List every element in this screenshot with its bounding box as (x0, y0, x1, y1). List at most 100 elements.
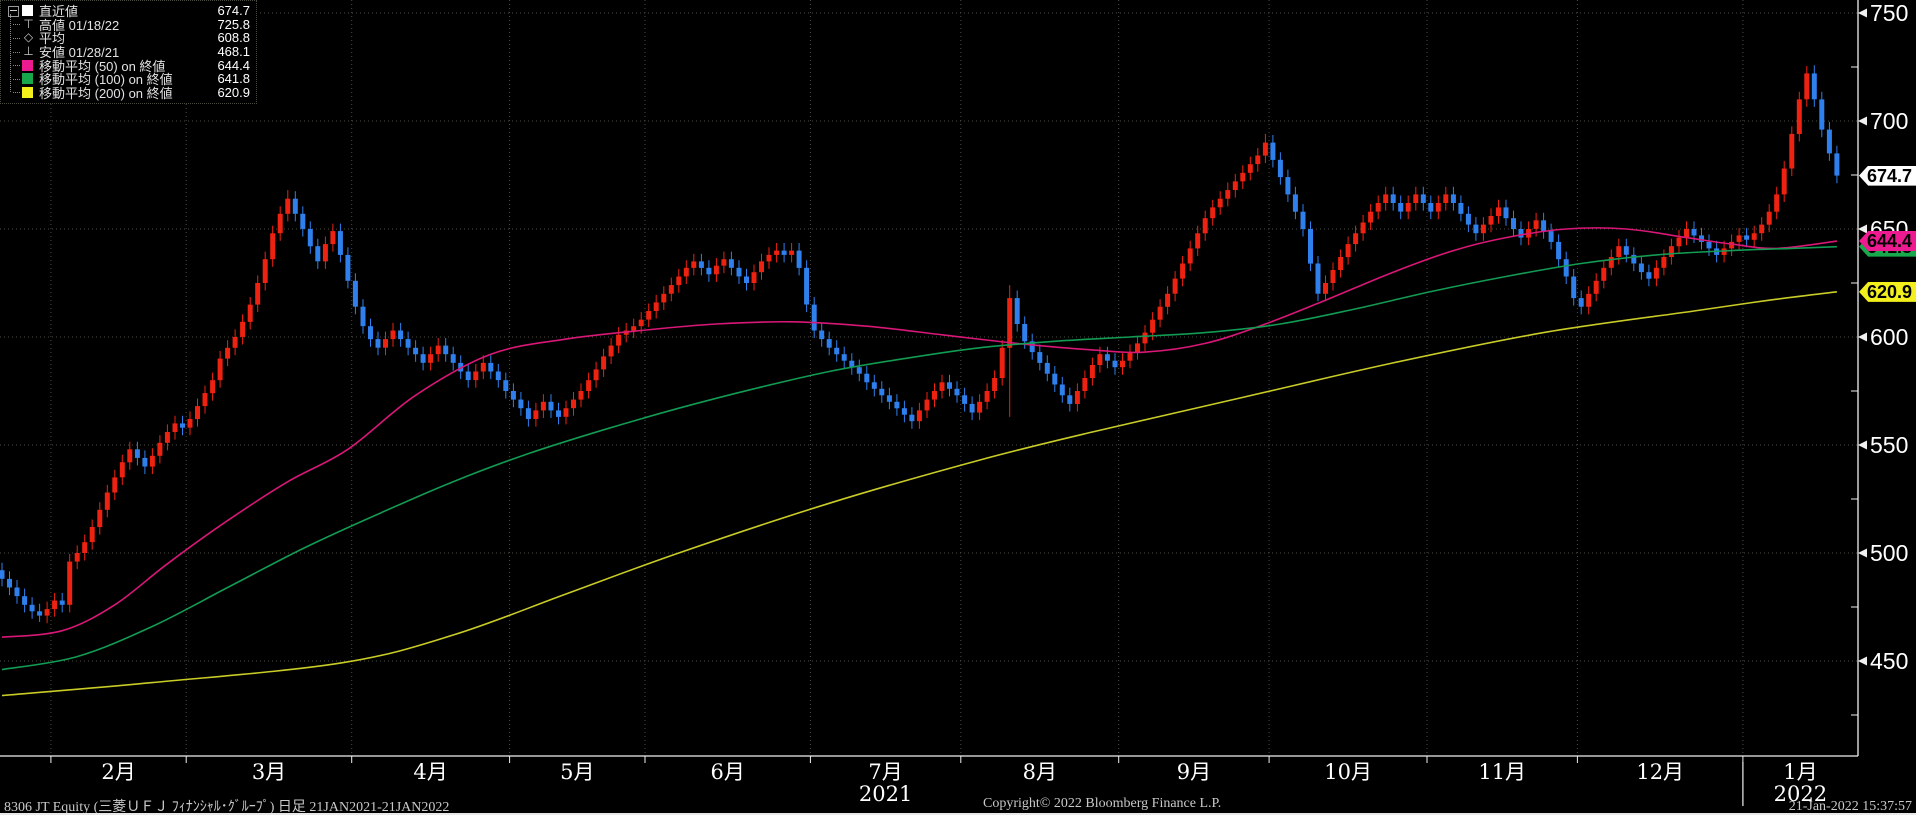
candle[interactable] (1390, 186, 1396, 211)
candle[interactable] (886, 387, 892, 410)
candle[interactable] (127, 441, 133, 470)
candle[interactable] (352, 273, 358, 315)
candle[interactable] (22, 588, 28, 613)
candle[interactable] (1826, 122, 1832, 161)
candle[interactable] (1180, 256, 1186, 287)
candle[interactable] (1037, 344, 1043, 371)
candle[interactable] (52, 592, 58, 617)
candle[interactable] (676, 268, 682, 293)
candle[interactable] (195, 398, 200, 427)
candle[interactable] (774, 243, 780, 263)
candle[interactable] (1729, 234, 1735, 256)
candle[interactable] (232, 329, 238, 356)
candle[interactable] (164, 424, 170, 451)
candle[interactable] (503, 372, 509, 399)
chart-legend[interactable]: 直近値 674.7 ⊤ 高値 01/18/22 725.8 ◇ 平均 608.8 ⊥ 安値 01/… (0, 0, 257, 105)
candle[interactable] (1548, 223, 1554, 250)
candle[interactable] (210, 372, 216, 401)
candle[interactable] (1458, 195, 1464, 222)
candle[interactable] (871, 374, 877, 397)
candle[interactable] (819, 322, 825, 347)
candle[interactable] (315, 238, 321, 269)
candle[interactable] (1172, 271, 1178, 302)
candle[interactable] (631, 318, 637, 338)
candle[interactable] (1232, 173, 1238, 198)
candle[interactable] (1330, 262, 1336, 291)
candle[interactable] (1413, 186, 1419, 211)
candle[interactable] (1345, 236, 1351, 265)
candle[interactable] (683, 260, 689, 284)
candle[interactable] (247, 297, 253, 330)
candle[interactable] (901, 400, 907, 423)
candle[interactable] (112, 469, 118, 500)
candle[interactable] (1405, 195, 1411, 220)
candle[interactable] (601, 348, 607, 377)
candle[interactable] (1789, 126, 1795, 176)
candle[interactable] (1766, 204, 1772, 233)
candle[interactable] (488, 355, 494, 380)
candle[interactable] (751, 264, 757, 291)
candle[interactable] (510, 383, 516, 408)
candle[interactable] (1623, 238, 1629, 263)
candle[interactable] (180, 415, 185, 436)
candle[interactable] (59, 592, 65, 613)
candle[interactable] (1496, 199, 1501, 224)
candle[interactable] (1601, 260, 1607, 289)
candle[interactable] (337, 223, 343, 263)
candle[interactable] (1262, 133, 1268, 164)
candle[interactable] (368, 318, 373, 347)
candle[interactable] (939, 374, 945, 399)
candle[interactable] (1375, 195, 1381, 220)
candle[interactable] (97, 502, 103, 535)
candle[interactable] (1353, 225, 1359, 252)
candle[interactable] (1285, 169, 1291, 202)
legend-row[interactable]: 移動平均 (100) on 終値 641.8 (4, 71, 252, 87)
candle[interactable] (736, 260, 742, 284)
candle[interactable] (1465, 206, 1471, 233)
candle[interactable] (962, 387, 968, 412)
candle[interactable] (1631, 247, 1637, 272)
candle[interactable] (149, 448, 155, 475)
candle[interactable] (1480, 217, 1486, 241)
candle[interactable] (1007, 285, 1013, 417)
candle[interactable] (1338, 249, 1344, 278)
candle[interactable] (721, 251, 727, 274)
candle[interactable] (1796, 91, 1802, 142)
candle[interactable] (556, 402, 561, 425)
candle[interactable] (1217, 191, 1223, 215)
candle[interactable] (74, 545, 80, 570)
candle[interactable] (240, 314, 246, 345)
candle[interactable] (1435, 195, 1441, 220)
candle[interactable] (1323, 275, 1328, 302)
candle[interactable] (525, 400, 531, 427)
candle[interactable] (37, 603, 43, 622)
candle[interactable] (1684, 221, 1689, 246)
candle[interactable] (405, 331, 411, 356)
candle[interactable] (646, 303, 652, 328)
candle[interactable] (789, 243, 795, 263)
candle[interactable] (134, 441, 140, 466)
candle[interactable] (1518, 221, 1524, 246)
candle[interactable] (1638, 256, 1644, 280)
candle[interactable] (1541, 212, 1547, 239)
legend-expander-icon[interactable] (4, 4, 22, 18)
candle[interactable] (804, 260, 810, 313)
candle[interactable] (653, 294, 659, 319)
candle[interactable] (383, 331, 388, 356)
candle[interactable] (262, 251, 268, 291)
candle[interactable] (1383, 186, 1389, 211)
candle[interactable] (420, 346, 426, 371)
candle[interactable] (924, 392, 930, 418)
candle[interactable] (571, 392, 576, 416)
candle[interactable] (969, 396, 975, 421)
candle[interactable] (1255, 148, 1261, 172)
candle[interactable] (1127, 344, 1133, 369)
candle[interactable] (1014, 290, 1020, 332)
candle[interactable] (450, 346, 456, 371)
candle[interactable] (360, 299, 366, 334)
candle[interactable] (1443, 186, 1449, 211)
candle[interactable] (1300, 204, 1306, 237)
collapse-minus-icon[interactable] (8, 6, 19, 17)
candle[interactable] (593, 361, 599, 388)
